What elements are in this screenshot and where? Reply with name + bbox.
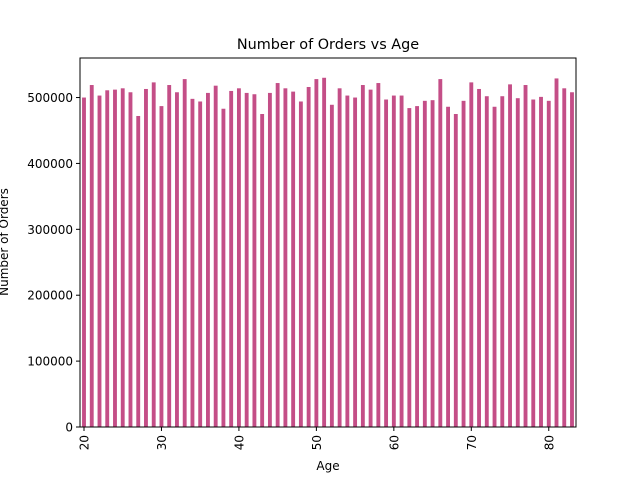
bar-age-53	[337, 88, 342, 427]
bar-age-73	[492, 106, 497, 427]
bar-age-81	[554, 78, 559, 428]
x-axis: 20 30 40 50 60 70 80	[78, 427, 556, 450]
bar-age-52	[329, 104, 334, 427]
bar-age-71	[477, 88, 481, 427]
bar-age-22	[97, 95, 102, 427]
bar-age-69	[461, 100, 466, 427]
bar-age-70	[469, 82, 474, 427]
bar-age-25	[120, 88, 125, 427]
y-axis: 0 100000 200000 300000 400000 500000	[27, 91, 80, 435]
bar-age-33	[182, 79, 187, 427]
bar-age-36	[206, 92, 210, 428]
y-tick-label: 0	[65, 421, 73, 435]
bar-age-47	[291, 91, 296, 428]
bar-age-34	[190, 98, 195, 427]
bar-age-21	[89, 85, 94, 428]
bars-group	[82, 77, 574, 428]
bar-age-62	[407, 108, 412, 427]
bar-age-35	[198, 101, 203, 428]
bar-age-29	[151, 82, 156, 427]
x-axis-label: Age	[316, 459, 339, 473]
bar-age-42	[252, 94, 257, 428]
x-tick-label: 40	[232, 435, 246, 450]
bar-age-60	[391, 95, 396, 427]
bar-age-24	[113, 89, 117, 427]
bar-age-55	[353, 97, 358, 427]
bar-age-63	[415, 106, 420, 427]
bar-age-76	[515, 98, 520, 427]
chart-title: Number of Orders vs Age	[237, 37, 419, 53]
bar-age-79	[539, 96, 543, 427]
bar-age-57	[368, 89, 373, 427]
bar-age-54	[345, 95, 350, 427]
bar-age-48	[298, 101, 303, 428]
bar-age-37	[213, 85, 218, 428]
bar-age-61	[399, 95, 404, 427]
bar-age-64	[422, 100, 427, 427]
bar-age-30	[159, 106, 164, 427]
plot-frame	[79, 57, 577, 428]
bar-age-51	[322, 77, 327, 428]
bar-age-31	[167, 85, 172, 428]
bar-age-78	[531, 99, 536, 427]
bar-age-44	[267, 92, 272, 428]
bar-age-74	[500, 96, 505, 427]
bar-age-28	[144, 88, 148, 427]
bar-age-59	[384, 99, 389, 427]
bar-age-40	[236, 88, 241, 427]
bar-age-83	[570, 92, 574, 427]
bar-age-38	[221, 108, 226, 428]
x-tick-label: 80	[542, 435, 556, 450]
bar-age-56	[360, 85, 365, 428]
bar-age-45	[275, 83, 280, 427]
bar-age-23	[105, 90, 110, 427]
y-tick-label: 200000	[27, 289, 73, 303]
bar-age-77	[523, 85, 528, 428]
y-axis-label: Number of Orders	[0, 188, 11, 296]
x-tick-label: 60	[387, 435, 401, 450]
bar-age-49	[306, 86, 311, 428]
bar-age-75	[508, 84, 512, 428]
x-tick-label: 30	[155, 435, 169, 450]
bar-age-43	[260, 114, 265, 427]
x-tick-label: 20	[78, 435, 92, 450]
bar-age-20	[82, 97, 86, 427]
y-tick-label: 500000	[27, 91, 73, 105]
bar-age-67	[446, 106, 450, 427]
bar-age-32	[175, 92, 179, 427]
bar-age-82	[562, 88, 567, 427]
y-tick-label: 100000	[27, 355, 73, 369]
bar-age-72	[484, 96, 489, 427]
x-tick-label: 70	[465, 435, 479, 450]
bar-age-66	[438, 79, 443, 427]
y-tick-label: 300000	[27, 223, 73, 237]
bar-age-27	[136, 115, 141, 428]
bar-age-26	[128, 92, 133, 427]
bar-age-46	[283, 88, 288, 427]
bar-age-58	[376, 83, 381, 427]
bar-age-41	[244, 92, 249, 428]
x-tick-label: 50	[310, 435, 324, 450]
y-tick-label: 400000	[27, 157, 73, 171]
bar-age-80	[546, 100, 551, 427]
bar-age-39	[229, 90, 234, 427]
bar-age-50	[314, 79, 319, 427]
bar-age-68	[453, 114, 458, 427]
bar-age-65	[430, 100, 435, 428]
